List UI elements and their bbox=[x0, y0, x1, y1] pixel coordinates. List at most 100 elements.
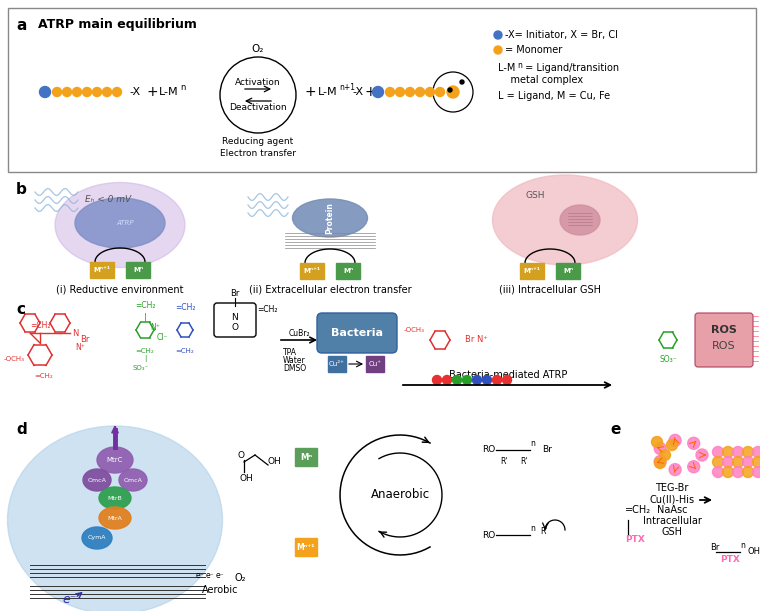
FancyBboxPatch shape bbox=[214, 303, 256, 337]
Ellipse shape bbox=[97, 447, 133, 473]
Text: =CH₂: =CH₂ bbox=[625, 505, 651, 515]
Bar bbox=[366, 356, 384, 372]
Text: Water: Water bbox=[283, 356, 306, 365]
Text: RO: RO bbox=[482, 530, 496, 540]
Text: = Monomer: = Monomer bbox=[505, 45, 562, 55]
Text: +: + bbox=[147, 85, 159, 99]
Text: =CH₂: =CH₂ bbox=[135, 348, 154, 354]
Text: Mⁿ: Mⁿ bbox=[343, 268, 353, 274]
Text: OmcA: OmcA bbox=[87, 478, 106, 483]
Circle shape bbox=[660, 450, 670, 461]
Text: L-M: L-M bbox=[159, 87, 179, 97]
Text: CuBr₂: CuBr₂ bbox=[288, 329, 310, 338]
Text: OH: OH bbox=[240, 474, 254, 483]
Circle shape bbox=[473, 376, 482, 384]
Text: =CH₂: =CH₂ bbox=[30, 321, 50, 330]
Circle shape bbox=[713, 447, 724, 458]
Text: O: O bbox=[232, 323, 239, 332]
Text: Mⁿ: Mⁿ bbox=[133, 267, 143, 273]
Bar bbox=[328, 356, 346, 372]
Circle shape bbox=[752, 467, 760, 478]
FancyBboxPatch shape bbox=[317, 313, 397, 353]
Bar bbox=[556, 263, 580, 279]
Circle shape bbox=[752, 447, 760, 458]
Text: SO₃⁻: SO₃⁻ bbox=[133, 365, 149, 371]
Ellipse shape bbox=[75, 198, 165, 248]
Text: O₂: O₂ bbox=[252, 44, 264, 54]
Circle shape bbox=[494, 31, 502, 39]
Bar bbox=[126, 262, 150, 278]
Text: = Ligand/transition: = Ligand/transition bbox=[522, 63, 619, 73]
Circle shape bbox=[667, 439, 677, 450]
Text: =CH₂: =CH₂ bbox=[175, 303, 195, 312]
Text: PTX: PTX bbox=[625, 535, 645, 544]
Circle shape bbox=[723, 456, 733, 467]
Circle shape bbox=[83, 87, 91, 97]
Text: (ii) Extracellular electron transfer: (ii) Extracellular electron transfer bbox=[249, 285, 411, 295]
Ellipse shape bbox=[8, 426, 223, 611]
Text: |: | bbox=[144, 313, 147, 323]
Text: =CH₂: =CH₂ bbox=[35, 373, 53, 379]
Circle shape bbox=[433, 72, 473, 112]
Text: -OCH₃: -OCH₃ bbox=[404, 327, 425, 333]
Text: O₂: O₂ bbox=[234, 573, 245, 583]
Circle shape bbox=[713, 456, 724, 467]
Circle shape bbox=[733, 467, 743, 478]
Text: Deactivation: Deactivation bbox=[230, 103, 287, 112]
Text: PTX: PTX bbox=[720, 555, 740, 565]
Text: Activation: Activation bbox=[235, 78, 280, 87]
Text: Eₕ < 0 mV: Eₕ < 0 mV bbox=[85, 196, 131, 205]
Circle shape bbox=[743, 467, 753, 478]
Circle shape bbox=[460, 80, 464, 84]
Text: e⁻: e⁻ bbox=[63, 593, 78, 606]
Text: MtrB: MtrB bbox=[108, 496, 122, 500]
Ellipse shape bbox=[492, 175, 638, 265]
Circle shape bbox=[426, 87, 435, 97]
Text: d: d bbox=[16, 422, 27, 437]
Circle shape bbox=[385, 87, 394, 97]
Text: Reducing agent
Electron transfer: Reducing agent Electron transfer bbox=[220, 137, 296, 158]
Bar bbox=[300, 263, 324, 279]
Circle shape bbox=[743, 447, 753, 458]
Text: n+1: n+1 bbox=[339, 82, 355, 92]
Circle shape bbox=[733, 456, 743, 467]
Text: NaAsc: NaAsc bbox=[657, 505, 687, 515]
Text: n: n bbox=[530, 524, 535, 533]
Text: +: + bbox=[364, 85, 375, 99]
Text: Mⁿ⁺¹: Mⁿ⁺¹ bbox=[524, 268, 540, 274]
Text: SO₃⁻: SO₃⁻ bbox=[659, 355, 677, 364]
Circle shape bbox=[492, 376, 502, 384]
Bar bbox=[336, 263, 360, 279]
Text: =CH₂: =CH₂ bbox=[257, 306, 277, 315]
Text: O: O bbox=[238, 450, 245, 459]
Text: a: a bbox=[16, 18, 27, 33]
Circle shape bbox=[654, 442, 667, 455]
Circle shape bbox=[442, 376, 451, 384]
Text: Protein: Protein bbox=[325, 202, 334, 234]
Text: GSH: GSH bbox=[525, 191, 545, 200]
Circle shape bbox=[483, 376, 492, 384]
Circle shape bbox=[52, 87, 62, 97]
Text: e⁻: e⁻ bbox=[195, 571, 204, 579]
Text: Cu²⁺: Cu²⁺ bbox=[329, 361, 345, 367]
Text: RO: RO bbox=[482, 445, 496, 455]
Text: L-M: L-M bbox=[318, 87, 337, 97]
Circle shape bbox=[40, 87, 50, 98]
Text: =CH₂: =CH₂ bbox=[176, 348, 195, 354]
Text: -X: -X bbox=[352, 87, 363, 97]
Text: TPA: TPA bbox=[283, 348, 297, 357]
Bar bbox=[295, 448, 317, 466]
Text: N⁺: N⁺ bbox=[150, 323, 160, 332]
Circle shape bbox=[93, 87, 102, 97]
Text: TEG-Br: TEG-Br bbox=[655, 483, 689, 493]
Circle shape bbox=[688, 437, 700, 449]
Circle shape bbox=[723, 467, 733, 478]
Text: OmcA: OmcA bbox=[124, 478, 142, 483]
Text: DMSO: DMSO bbox=[283, 364, 306, 373]
Circle shape bbox=[463, 376, 471, 384]
Text: Mⁿ: Mⁿ bbox=[300, 453, 312, 461]
Ellipse shape bbox=[99, 487, 131, 509]
Text: Bacteria-mediated ATRP: Bacteria-mediated ATRP bbox=[449, 370, 567, 380]
Bar bbox=[295, 538, 317, 556]
Text: N: N bbox=[72, 329, 78, 337]
